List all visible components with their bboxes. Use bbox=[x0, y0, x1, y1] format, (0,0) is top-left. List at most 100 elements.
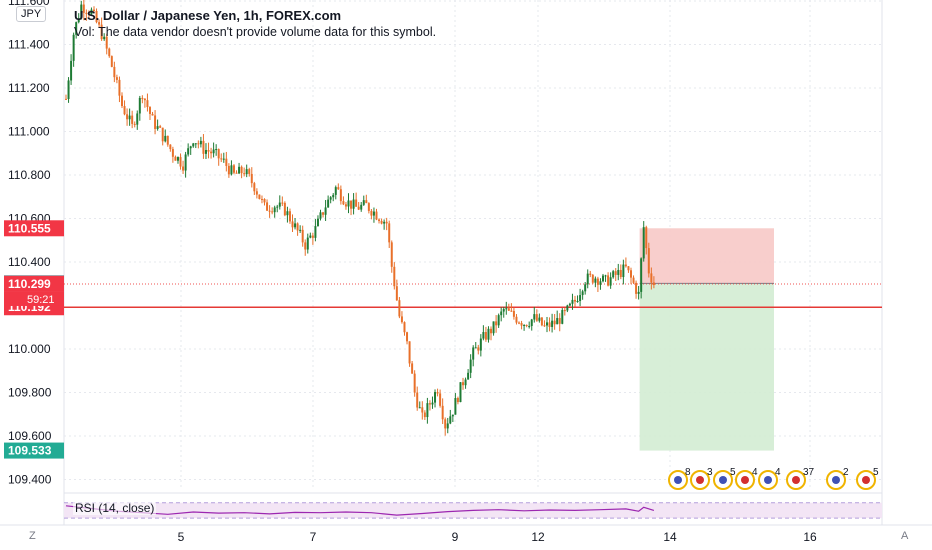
candle-body bbox=[70, 60, 73, 81]
candle-body bbox=[360, 204, 363, 210]
candle-body bbox=[579, 295, 582, 301]
candle-body bbox=[635, 282, 638, 294]
candle-body bbox=[334, 187, 337, 195]
candle-body bbox=[385, 221, 388, 224]
candle-body bbox=[192, 143, 195, 147]
candle-body bbox=[482, 332, 485, 339]
candle-body bbox=[406, 332, 409, 342]
y-tick-label: 109.800 bbox=[8, 386, 52, 400]
candle-body bbox=[314, 226, 317, 238]
candle-body bbox=[423, 412, 426, 418]
candle-body bbox=[260, 198, 263, 200]
candle-body bbox=[291, 221, 294, 228]
candle-body bbox=[454, 398, 457, 415]
candle-body bbox=[416, 392, 419, 408]
candle-body bbox=[238, 166, 241, 174]
candle-body bbox=[296, 223, 299, 231]
event-flag-icon bbox=[832, 476, 840, 484]
candle-body bbox=[378, 219, 381, 221]
candle-body bbox=[332, 194, 335, 198]
stop-loss-zone bbox=[639, 228, 774, 284]
event-flag-icon bbox=[674, 476, 682, 484]
candle-body bbox=[540, 317, 543, 326]
candle-body bbox=[619, 269, 622, 278]
event-flag-icon bbox=[741, 476, 749, 484]
candle-body bbox=[207, 150, 210, 152]
event-flag-icon bbox=[792, 476, 800, 484]
candle-body bbox=[75, 22, 78, 35]
target-price-tag-bg bbox=[4, 442, 64, 459]
auto-scale-button[interactable]: A bbox=[901, 530, 909, 542]
candle-body bbox=[533, 314, 536, 320]
candle-body bbox=[640, 258, 643, 292]
candle-body bbox=[543, 325, 546, 327]
candle-body bbox=[245, 169, 248, 175]
candle-body bbox=[418, 407, 421, 409]
candle-body bbox=[553, 320, 556, 325]
candle-body bbox=[327, 199, 330, 208]
rsi-label[interactable]: RSI (14, close) bbox=[73, 501, 157, 515]
candle-body bbox=[347, 200, 350, 207]
candle-body bbox=[413, 373, 416, 393]
candle-body bbox=[561, 310, 564, 324]
candle-body bbox=[301, 229, 304, 243]
stop-price-tag: 110.555 bbox=[8, 221, 51, 235]
candle-body bbox=[169, 144, 172, 150]
event-flag-icon bbox=[764, 476, 772, 484]
x-tick-label: 12 bbox=[531, 530, 545, 544]
candle-body bbox=[110, 56, 113, 67]
chart-title[interactable]: U.S. Dollar / Japanese Yen, 1h, FOREX.co… bbox=[74, 8, 342, 23]
timezone-button[interactable]: Z bbox=[29, 530, 36, 542]
candle-body bbox=[311, 235, 314, 238]
candle-body bbox=[232, 165, 235, 173]
candle-body bbox=[421, 407, 424, 413]
candle-body bbox=[393, 266, 396, 287]
candle-body bbox=[436, 392, 439, 394]
candle-body bbox=[148, 107, 151, 114]
y-tick-label: 110.800 bbox=[8, 168, 51, 182]
candle-body bbox=[344, 204, 347, 207]
candle-body bbox=[217, 149, 220, 159]
event-count: 37 bbox=[803, 467, 815, 478]
candle-body bbox=[189, 146, 192, 149]
current-price-tag: 110.299 bbox=[8, 277, 51, 291]
candle-body bbox=[523, 324, 526, 326]
candle-body bbox=[375, 211, 378, 220]
x-tick-label: 7 bbox=[310, 530, 317, 544]
event-flag-icon bbox=[719, 476, 727, 484]
candle-body bbox=[80, 4, 83, 19]
x-tick-label: 14 bbox=[663, 530, 677, 544]
candle-body bbox=[612, 271, 615, 278]
candle-body bbox=[428, 403, 431, 405]
candle-body bbox=[490, 328, 493, 334]
symbol-badge[interactable]: JPY bbox=[16, 6, 47, 22]
event-count: 2 bbox=[843, 467, 849, 478]
candle-body bbox=[411, 363, 414, 374]
candle-body bbox=[477, 347, 480, 351]
candle-body bbox=[614, 271, 617, 275]
candle-body bbox=[118, 79, 121, 96]
candle-body bbox=[444, 419, 447, 429]
candle-body bbox=[431, 402, 434, 405]
take-profit-zone bbox=[639, 283, 774, 451]
candle-body bbox=[492, 321, 495, 334]
event-flag-icon bbox=[862, 476, 870, 484]
candle-body bbox=[225, 158, 228, 166]
price-axis-panel bbox=[882, 0, 932, 550]
candle-body bbox=[171, 149, 174, 157]
event-count: 3 bbox=[707, 467, 713, 478]
candle-body bbox=[161, 127, 164, 142]
candle-body bbox=[319, 212, 322, 219]
candle-body bbox=[103, 36, 106, 40]
candle-body bbox=[383, 221, 386, 224]
candle-body bbox=[115, 77, 118, 80]
candle-body bbox=[154, 115, 157, 129]
y-tick-label: 111.400 bbox=[8, 38, 50, 52]
candle-body bbox=[197, 143, 200, 145]
candle-body bbox=[439, 393, 442, 406]
candle-body bbox=[220, 158, 223, 160]
candle-body bbox=[357, 206, 360, 210]
candle-body bbox=[294, 223, 297, 228]
countdown-bg bbox=[4, 291, 64, 306]
